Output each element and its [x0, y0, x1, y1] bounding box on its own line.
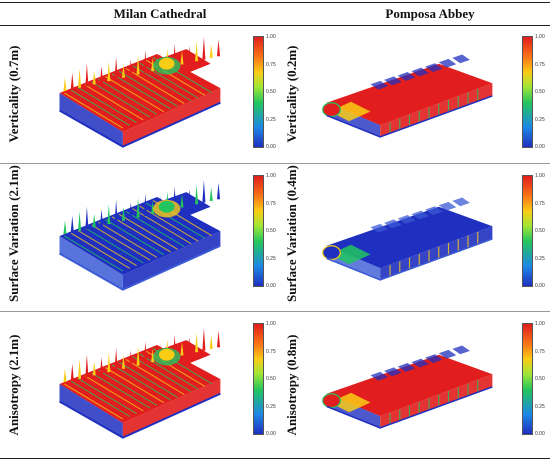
column-header-milan: Milan Cathedral [113, 6, 207, 21]
column-header-pomposa: Pomposa Abbey [385, 6, 475, 21]
colorbar-tick-label: 0.00 [535, 431, 545, 437]
colorbar-pomposa-2 [522, 175, 533, 287]
colorbar-tick-label: 1.00 [535, 173, 545, 179]
colorbar-milan-1 [253, 36, 264, 148]
row-label-pomposa-3: Anisotropy (0.8m) [284, 334, 299, 436]
row-label-milan-3: Anisotropy (2.1m) [6, 334, 21, 436]
colorbar-tick-label: 0.75 [535, 61, 545, 68]
colorbar-tick-label: 0.75 [266, 348, 276, 355]
colorbar-tick-label: 0.25 [535, 116, 545, 123]
colorbar-tick-label: 1.00 [266, 34, 276, 40]
colorbar-tick-label: 0.50 [535, 228, 545, 234]
row-label-pomposa-2: Surface Variation (0.4m) [284, 165, 299, 302]
row-divider-2 [0, 311, 550, 312]
colorbar-tick-label: 0.25 [535, 255, 545, 262]
colorbar-tick-label: 0.00 [535, 283, 545, 289]
colorbar-tick-label: 0.50 [266, 376, 276, 382]
colorbar-tick-label: 0.75 [266, 61, 276, 68]
point-cloud-pomposa-2 [312, 173, 507, 304]
colorbar-tick-label: 0.50 [535, 89, 545, 95]
colorbar-pomposa-3 [522, 323, 533, 435]
colorbar-pomposa-1 [522, 36, 533, 148]
colorbar-tick-label: 0.50 [266, 228, 276, 234]
colorbar-tick-label: 0.00 [535, 144, 545, 150]
colorbar-tick-label: 1.00 [535, 321, 545, 327]
colorbar-tick-label: 0.50 [266, 89, 276, 95]
colorbar-tick-label: 0.25 [266, 255, 276, 262]
row-label-milan-2: Surface Variation (2.1m) [6, 165, 21, 302]
colorbar-tick-label: 0.75 [535, 200, 545, 207]
colorbar-tick-label: 0.25 [266, 116, 276, 123]
colorbar-tick-label: 0.25 [535, 403, 545, 410]
row-divider-1 [0, 163, 550, 164]
colorbar-tick-label: 1.00 [266, 173, 276, 179]
top-rule [0, 2, 550, 3]
point-cloud-milan-3 [40, 321, 235, 452]
bottom-rule [0, 458, 550, 459]
point-cloud-milan-2 [40, 173, 235, 304]
point-cloud-milan-1 [40, 34, 235, 157]
header-rule [0, 25, 550, 26]
colorbar-tick-label: 1.00 [535, 34, 545, 40]
colorbar-tick-label: 0.00 [266, 144, 276, 150]
colorbar-tick-label: 1.00 [266, 321, 276, 327]
colorbar-tick-label: 0.75 [535, 348, 545, 355]
row-label-milan-1: Verticality (0.7m) [6, 45, 21, 143]
colorbar-tick-label: 0.50 [535, 376, 545, 382]
row-label-pomposa-1: Verticality (0.2m) [284, 45, 299, 143]
colorbar-tick-label: 0.75 [266, 200, 276, 207]
colorbar-milan-3 [253, 323, 264, 435]
point-cloud-pomposa-1 [312, 34, 507, 157]
point-cloud-pomposa-3 [312, 321, 507, 452]
colorbar-tick-label: 0.00 [266, 283, 276, 289]
colorbar-milan-2 [253, 175, 264, 287]
colorbar-tick-label: 0.00 [266, 431, 276, 437]
colorbar-tick-label: 0.25 [266, 403, 276, 410]
